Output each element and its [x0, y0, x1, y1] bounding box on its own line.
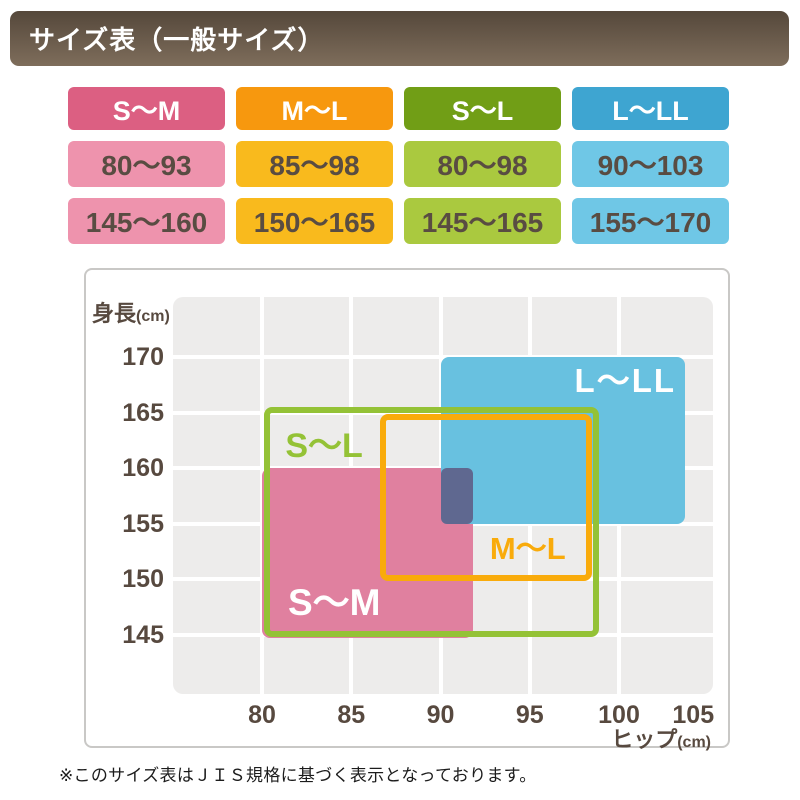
region-label-s-m: S〜M [288, 582, 381, 624]
x-tick-80: 80 [248, 701, 276, 729]
region-overlap-s-m-l-ll [440, 468, 473, 524]
plot-area: S〜M L〜LL S〜L M〜L [173, 297, 713, 694]
x-tick-90: 90 [426, 701, 455, 729]
header-m-l: M〜L [236, 87, 393, 130]
height-range-l-ll: 155〜170 [572, 198, 729, 244]
header-s-l: S〜L [404, 87, 561, 130]
height-range-s-l: 145〜165 [404, 198, 561, 244]
hip-range-s-l: 80〜98 [404, 141, 561, 187]
hip-range-m-l: 85〜98 [236, 141, 393, 187]
y-tick-165: 165 [122, 398, 164, 427]
region-label-m-l: M〜L [489, 531, 566, 567]
x-axis-unit: (cm) [677, 734, 711, 751]
height-range-s-m: 145〜160 [68, 198, 225, 244]
y-tick-155: 155 [122, 509, 164, 538]
jis-footnote: ※このサイズ表はＪＩＳ規格に基づく表示となっております。 [59, 766, 537, 785]
y-tick-170: 170 [122, 343, 164, 371]
region-s-m: S〜M [262, 468, 473, 639]
header-l-ll: L〜LL [572, 87, 729, 130]
region-s-l: S〜L [264, 407, 599, 637]
x-tick-95: 95 [515, 701, 544, 729]
height-range-m-l: 150〜165 [236, 198, 393, 244]
y-tick-160: 160 [122, 454, 164, 483]
x-tick-85: 85 [337, 701, 366, 729]
chart-frame: 身長(cm) S〜M L〜LL S〜L M〜L ヒップ(cm) 170 165 16… [84, 268, 730, 752]
x-tick-100: 100 [598, 701, 640, 729]
header-s-m: S〜M [68, 87, 225, 130]
hip-range-l-ll: 90〜103 [572, 141, 729, 187]
region-l-ll: L〜LL [440, 357, 686, 524]
x-tick-105: 105 [672, 701, 715, 729]
page-title: サイズ表（一般サイズ） [29, 25, 325, 55]
region-label-s-l: S〜L [285, 427, 363, 466]
size-table: S〜M M〜L S〜L L〜LL 80〜93 85〜98 80〜98 90〜10… [68, 87, 729, 244]
y-axis-title: 身長(cm) [92, 301, 170, 326]
x-axis-title: ヒップ(cm) [611, 727, 711, 752]
y-tick-150: 150 [122, 565, 164, 594]
region-label-l-ll: L〜LL [574, 362, 677, 399]
y-tick-145: 145 [122, 621, 164, 649]
hip-range-s-m: 80〜93 [68, 141, 225, 187]
y-axis-unit: (cm) [136, 308, 170, 325]
gridline-y-170 [173, 355, 713, 359]
title-bar: サイズ表（一般サイズ） [10, 11, 789, 66]
region-m-l: M〜L [380, 414, 592, 582]
